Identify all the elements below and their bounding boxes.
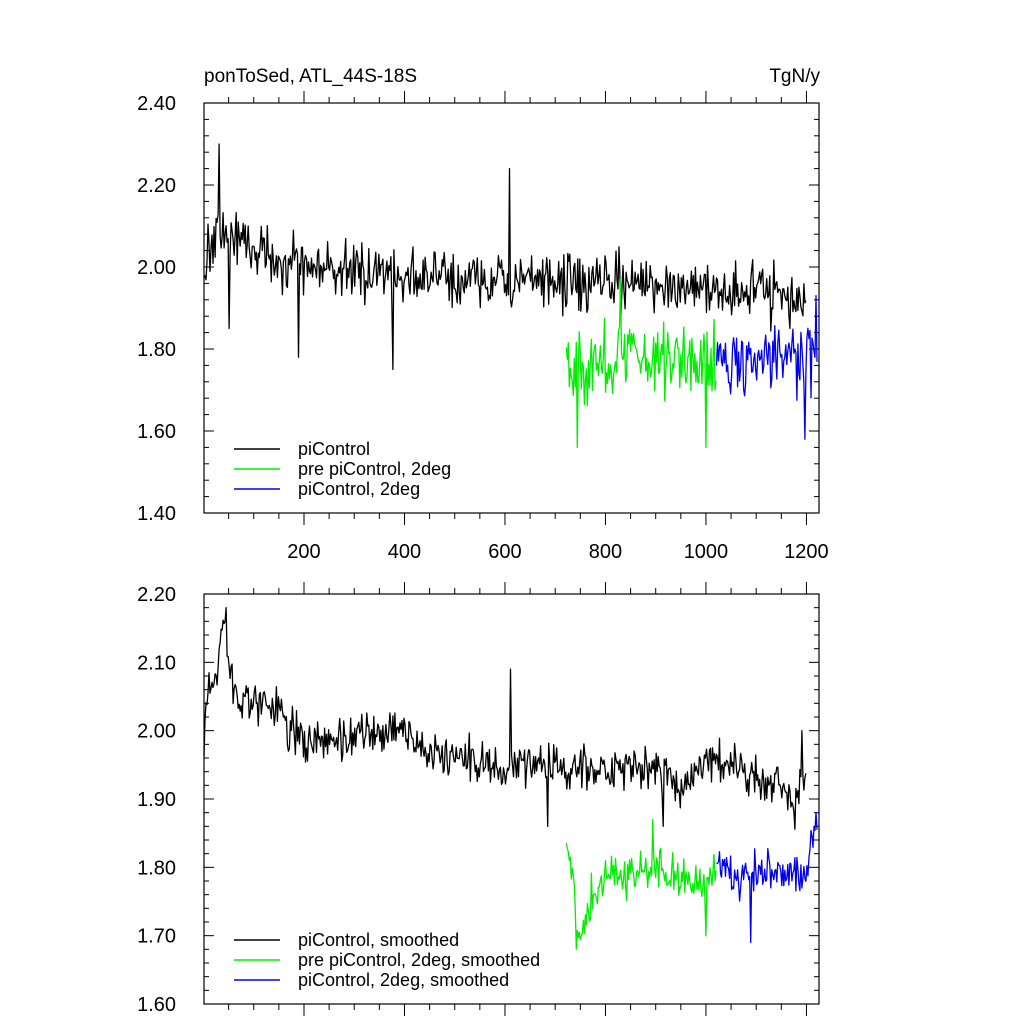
panel-top: ponToSed, ATL_44S-18S TgN/y 1.40 1.60 1.80…	[137, 66, 829, 563]
y-tick-label: 1.80	[137, 339, 176, 361]
plot-frame-top	[203, 102, 820, 514]
axes-bottom: 1.60 1.70 1.80 1.90 2.00 2.10 2.20	[137, 582, 819, 1016]
y-tick-label: 1.70	[137, 926, 176, 948]
y-tick-label: 1.80	[137, 857, 176, 879]
series-line	[715, 295, 818, 440]
y-tick-label: 2.10	[137, 652, 176, 674]
x-tick-label: 800	[589, 541, 622, 563]
series-line	[203, 143, 807, 371]
legend-label: pre piControl, 2deg, smoothed	[298, 950, 540, 970]
series-line	[203, 607, 807, 830]
series-line	[565, 278, 717, 449]
axes-top: 1.40 1.60 1.80 2.00 2.20 2.40 200 400 600 800 1000…	[137, 91, 829, 563]
y-tick-label: 2.20	[137, 175, 176, 197]
x-tick-label: 600	[488, 541, 521, 563]
legend-label: piControl, 2deg	[298, 479, 420, 499]
y-tick-label: 1.60	[137, 421, 176, 443]
legend-label: piControl, smoothed	[298, 930, 459, 950]
chart-title: ponToSed, ATL_44S-18S	[204, 66, 417, 87]
plot-frame-bottom	[203, 593, 820, 1005]
y-tick-label: 2.00	[137, 721, 176, 743]
y-tick-label: 1.90	[137, 789, 176, 811]
x-tick-label: 400	[388, 541, 421, 563]
y-tick-label: 2.00	[137, 257, 176, 279]
legend-label: piControl	[298, 439, 370, 459]
y-tick-label: 2.20	[137, 584, 176, 606]
series-line	[565, 818, 717, 950]
x-tick-label: 200	[287, 541, 320, 563]
x-tick-label: 1000	[684, 541, 729, 563]
series-lines-bottom	[203, 607, 818, 950]
y-tick-label: 1.40	[137, 503, 176, 525]
series-line	[716, 812, 818, 944]
y-tick-label: 1.60	[137, 994, 176, 1016]
x-tick-label: 1200	[784, 541, 829, 563]
panel-bottom: 1.60 1.70 1.80 1.90 2.00 2.10 2.20 piControl, …	[137, 582, 820, 1016]
legend-label: piControl, 2deg, smoothed	[298, 970, 509, 990]
y-tick-label: 2.40	[137, 93, 176, 115]
series-lines-top	[203, 143, 818, 449]
legend-label: pre piControl, 2deg	[298, 459, 451, 479]
units-label: TgN/y	[769, 66, 820, 87]
